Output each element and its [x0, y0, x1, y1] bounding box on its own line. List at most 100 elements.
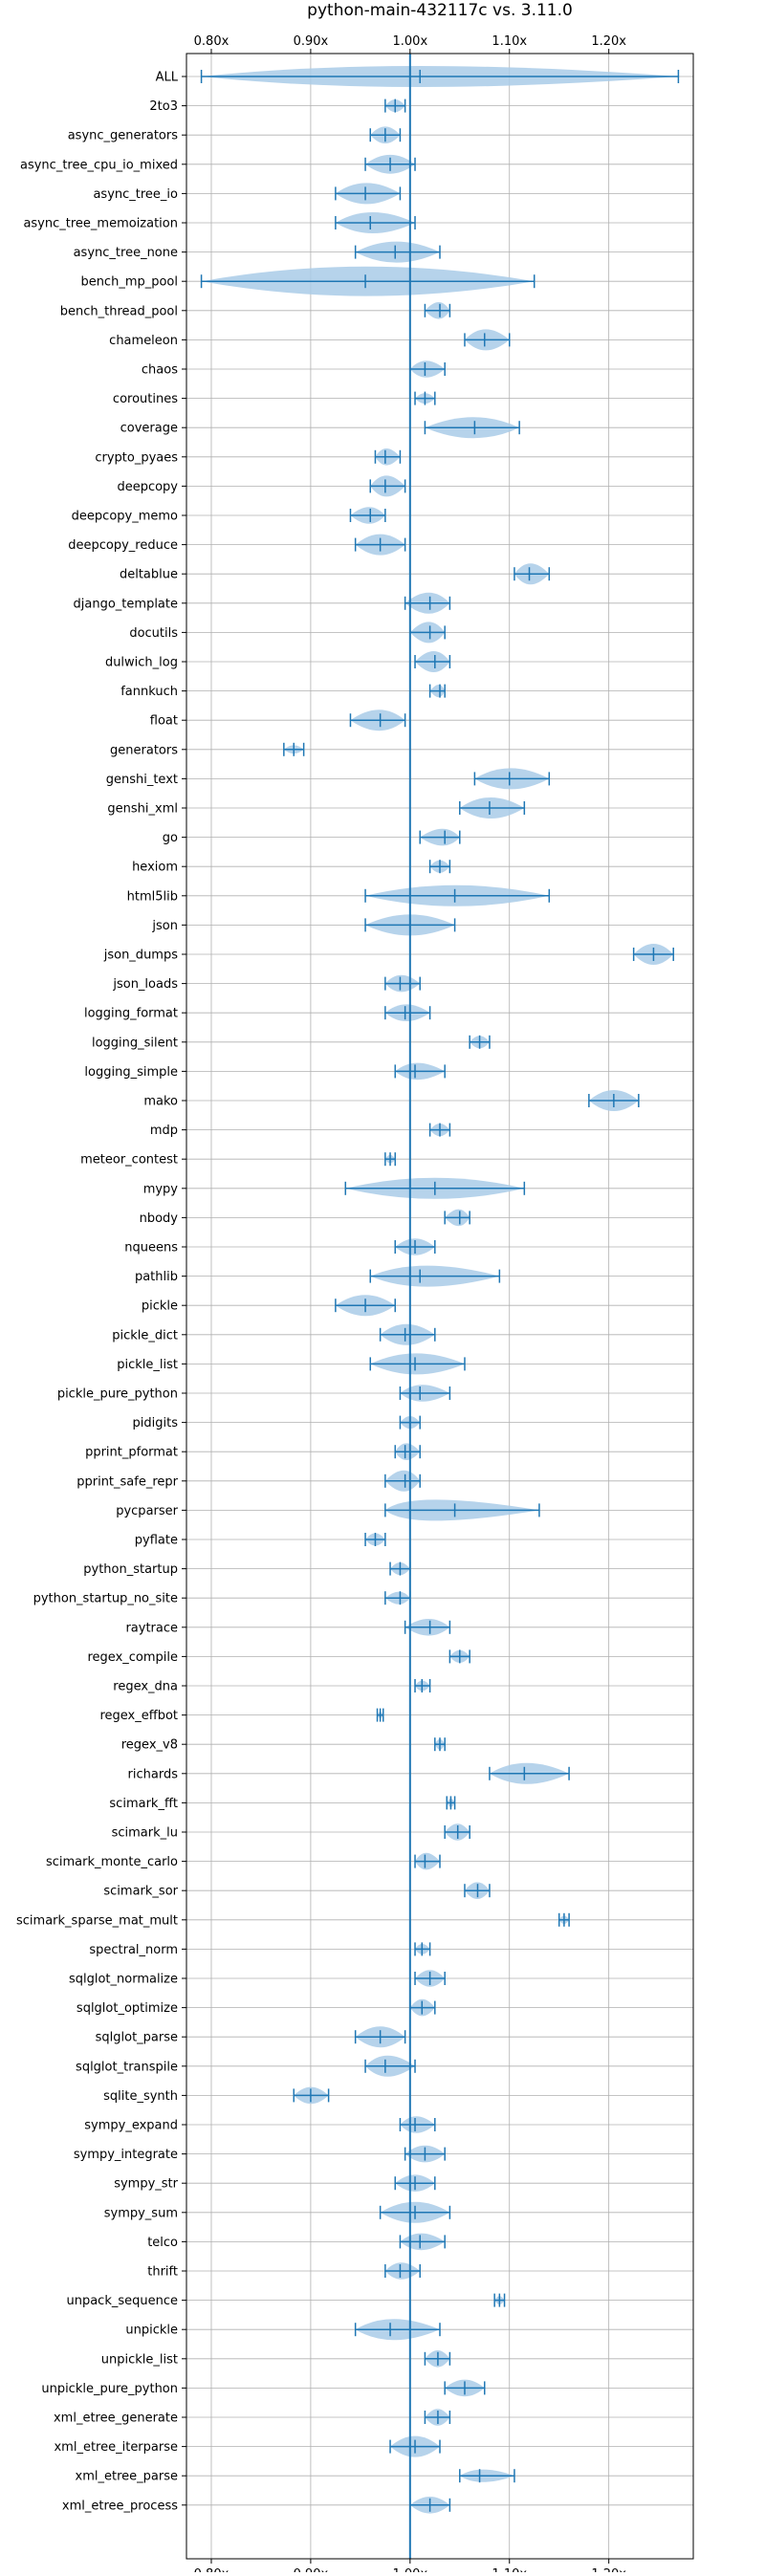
axis-layer: 0.80x 0.80x 0.90x 0.90x 1.00x 1.00x 1.10x 1.10x…: [16, 34, 626, 2576]
benchmark-label: dulwich_log: [105, 656, 178, 670]
benchmark-label: mdp: [150, 1124, 178, 1138]
benchmark-label: pickle_pure_python: [57, 1387, 178, 1402]
benchmark-label: regex_compile: [87, 1650, 178, 1665]
benchmark-label: logging_format: [84, 1007, 178, 1021]
x-tick-label-bottom: 1.20x: [591, 2567, 626, 2572]
benchmark-label: scimark_monte_carlo: [46, 1855, 178, 1869]
benchmark-label: regex_v8: [121, 1738, 178, 1753]
x-tick-label-top: 0.90x: [294, 34, 329, 49]
benchmark-label: nqueens: [124, 1241, 178, 1255]
benchmark-label: 2to3: [149, 99, 178, 114]
chart-title: python-main-432117c vs. 3.11.0: [307, 1, 573, 20]
benchmark-label: scimark_lu: [112, 1826, 178, 1841]
benchmark-label: sqlglot_normalize: [69, 1973, 178, 1987]
benchmark-label: async_generators: [68, 129, 179, 143]
benchmark-label: bench_mp_pool: [80, 275, 178, 290]
benchmark-label: coverage: [120, 422, 178, 436]
benchmark-label: sqlglot_transpile: [76, 2060, 178, 2074]
benchmark-label: sqlglot_optimize: [76, 2001, 178, 2016]
benchmark-label: python_startup: [83, 1562, 178, 1577]
benchmark-label: chameleon: [109, 334, 178, 348]
benchmark-label: xml_etree_iterparse: [54, 2440, 178, 2455]
benchmark-label: unpickle: [125, 2324, 178, 2338]
benchmark-label: sympy_integrate: [74, 2148, 178, 2162]
benchmark-label: regex_dna: [113, 1680, 178, 1694]
benchmark-label: regex_effbot: [99, 1709, 178, 1723]
violin-layer: [200, 66, 680, 2514]
benchmark-label: genshi_xml: [107, 802, 178, 817]
benchmark-label: coroutines: [113, 392, 178, 406]
x-tick-label-bottom: 1.10x: [492, 2567, 527, 2572]
benchmark-label: pprint_pformat: [85, 1446, 178, 1460]
x-tick-label-top: 1.00x: [393, 34, 428, 49]
benchmark-label: telco: [147, 2236, 178, 2250]
benchmark-label: sqlglot_parse: [96, 2031, 178, 2045]
benchmark-label: scimark_sparse_mat_mult: [16, 1913, 178, 1928]
benchmark-label: deltablue: [120, 568, 178, 582]
benchmark-label: scimark_sor: [103, 1885, 178, 1899]
benchmark-label: thrift: [147, 2265, 178, 2280]
x-tick-label-top: 1.20x: [591, 34, 626, 49]
benchmark-label: xml_etree_parse: [76, 2470, 178, 2484]
benchmark-label: django_template: [74, 597, 178, 611]
benchmark-label: pickle: [142, 1299, 178, 1314]
benchmark-label: unpickle_pure_python: [41, 2382, 178, 2396]
benchmark-label: async_tree_memoization: [23, 217, 178, 231]
benchmark-label: richards: [128, 1767, 179, 1781]
benchmark-label: html5lib: [127, 889, 178, 904]
benchmark-label: xml_etree_generate: [54, 2412, 178, 2426]
benchmark-label: mako: [143, 1095, 178, 1109]
x-tick-label-bottom: 1.00x: [393, 2567, 428, 2572]
benchmark-label: crypto_pyaes: [95, 450, 178, 465]
benchmark-label: logging_silent: [92, 1036, 178, 1050]
benchmark-label: float: [150, 714, 178, 729]
benchmark-label: sympy_expand: [84, 2119, 178, 2133]
benchmark-label: go: [163, 831, 178, 845]
benchmark-label: genshi_text: [106, 773, 178, 787]
benchmark-label: docutils: [129, 626, 178, 641]
benchmark-label: pidigits: [133, 1416, 179, 1430]
benchmark-label: bench_thread_pool: [60, 304, 178, 318]
benchmark-label: pickle_list: [117, 1358, 178, 1372]
benchmark-label: deepcopy_memo: [72, 510, 178, 524]
benchmark-label: unpickle_list: [101, 2352, 178, 2367]
benchmark-label: python_startup_no_site: [33, 1592, 178, 1606]
benchmark-label: json: [151, 919, 178, 933]
benchmark-label: pathlib: [135, 1270, 178, 1284]
benchmark-label: async_tree_cpu_io_mixed: [20, 158, 178, 172]
benchmark-label: logging_simple: [84, 1065, 178, 1080]
x-tick-label-bottom: 0.80x: [194, 2567, 230, 2572]
benchmark-label: json_loads: [112, 977, 178, 992]
benchmark-label: deepcopy: [117, 480, 178, 494]
benchmark-label: mypy: [143, 1182, 179, 1196]
benchmark-label: nbody: [140, 1212, 179, 1226]
benchmark-label: json_dumps: [103, 949, 178, 963]
benchmark-label: generators: [110, 743, 178, 757]
benchmark-label: ALL: [156, 71, 179, 85]
benchmark-label: unpack_sequence: [66, 2294, 178, 2308]
benchmark-label: scimark_fft: [109, 1797, 178, 1811]
benchmark-label: fannkuch: [120, 685, 178, 699]
benchmark-label: meteor_contest: [80, 1153, 178, 1168]
benchmark-label: async_tree_io: [93, 187, 178, 202]
benchmark-label: sympy_str: [114, 2177, 178, 2192]
plot-frame: [186, 53, 694, 2560]
x-tick-label-top: 1.10x: [492, 34, 527, 49]
x-tick-label-top: 0.80x: [194, 34, 230, 49]
benchmark-label: pycparser: [116, 1504, 178, 1518]
benchmark-label: sqlite_synth: [103, 2089, 178, 2104]
benchmark-label: pprint_safe_repr: [76, 1474, 178, 1489]
benchmark-label: xml_etree_process: [62, 2499, 178, 2513]
benchmark-label: spectral_norm: [89, 1943, 178, 1957]
benchmark-label: pyflate: [135, 1534, 178, 1548]
benchmark-label: chaos: [142, 363, 178, 378]
benchmark-label: raytrace: [125, 1621, 178, 1635]
benchmark-label: hexiom: [132, 861, 178, 875]
benchmark-label: pickle_dict: [112, 1328, 178, 1343]
benchmark-label: async_tree_none: [74, 246, 178, 260]
x-tick-label-bottom: 0.90x: [294, 2567, 329, 2572]
benchmark-label: sympy_sum: [104, 2206, 178, 2220]
benchmark-label: deepcopy_reduce: [68, 538, 178, 553]
